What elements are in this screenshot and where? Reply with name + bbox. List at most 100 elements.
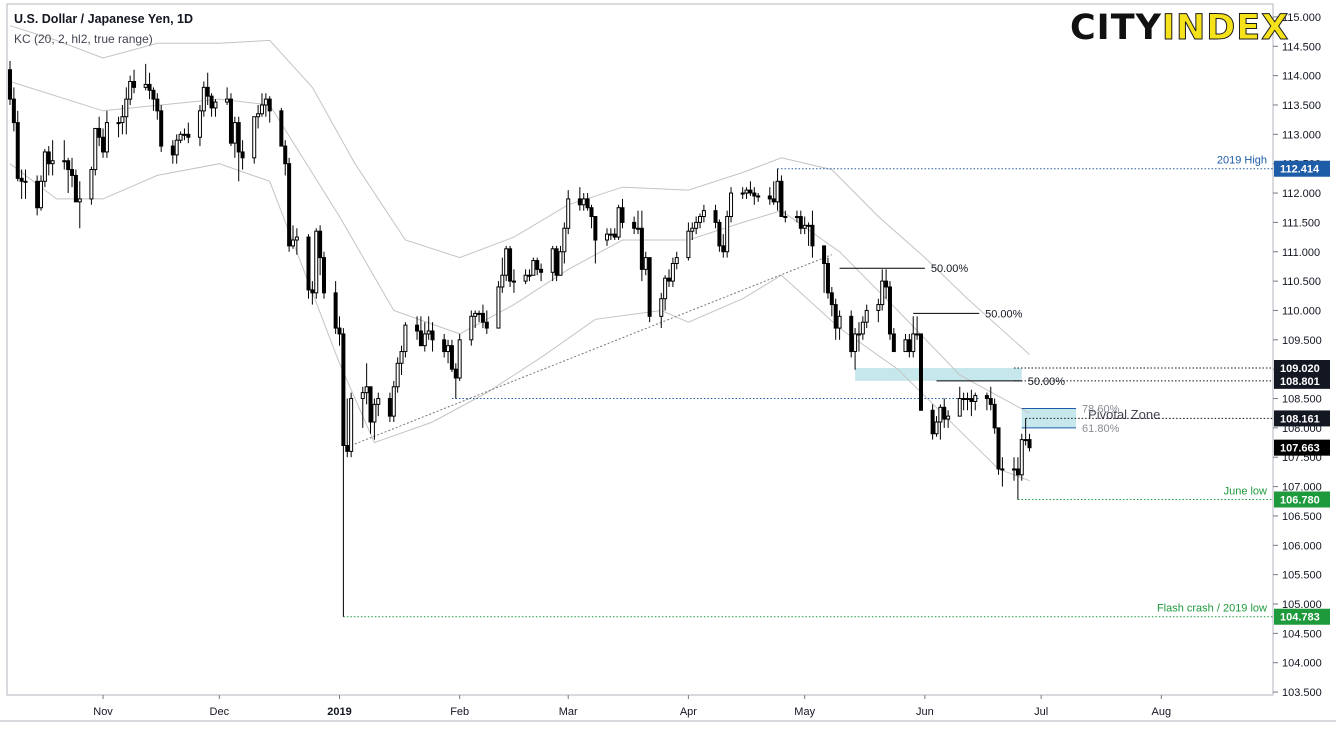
candle-body — [767, 195, 772, 200]
candle — [66, 157, 71, 194]
candle-body — [647, 257, 652, 317]
candle-body — [849, 315, 854, 353]
candle-body — [170, 145, 175, 156]
candle-body — [608, 233, 613, 236]
candle-body — [469, 315, 474, 341]
candle — [934, 416, 939, 437]
candle-body — [1012, 468, 1017, 471]
candle — [415, 316, 420, 340]
candle — [771, 181, 776, 205]
candle — [290, 225, 295, 249]
candle — [469, 310, 474, 346]
candle-body — [667, 277, 672, 282]
candle-body — [973, 395, 978, 402]
candle-body — [174, 139, 179, 156]
candle — [376, 392, 381, 417]
candle-body — [740, 192, 745, 195]
candle — [942, 398, 947, 428]
y-tick-label: 113.000 — [1282, 129, 1321, 141]
candle-body — [965, 398, 970, 401]
candle — [1015, 457, 1020, 500]
candle-body — [279, 110, 284, 147]
candle — [767, 187, 772, 205]
candle — [531, 257, 536, 276]
candle-body — [663, 277, 668, 300]
candle — [228, 93, 233, 147]
candle — [70, 157, 75, 188]
candle — [992, 398, 997, 434]
candle — [159, 104, 164, 152]
candle-body — [104, 122, 109, 153]
price-badge-box — [1274, 410, 1330, 427]
candle-body — [39, 180, 44, 209]
candle-body — [42, 151, 47, 182]
candle-body — [442, 339, 447, 353]
candle-body — [636, 227, 640, 230]
candle-body — [77, 198, 82, 203]
price-badge-box — [1274, 160, 1330, 177]
candle — [283, 140, 288, 176]
city-index-logo: CITYINDEX — [1070, 8, 1289, 49]
candle-body — [562, 227, 567, 253]
candle — [232, 116, 237, 158]
candle-body — [449, 345, 454, 370]
candle — [403, 322, 408, 358]
candle — [1000, 457, 1005, 487]
candle-body — [511, 280, 516, 283]
candle-body — [19, 177, 24, 182]
candle-body — [50, 160, 55, 165]
candle-body — [399, 351, 404, 364]
candle-body — [984, 395, 989, 400]
price-badge: 109.020 — [1274, 359, 1330, 376]
candle — [783, 210, 788, 223]
candle-body — [391, 386, 396, 417]
candle-body — [659, 298, 664, 317]
candle — [604, 228, 609, 246]
candle — [585, 193, 590, 211]
candle-body — [15, 122, 20, 179]
candle-body — [256, 113, 261, 118]
candle — [620, 198, 625, 229]
candle-body — [581, 198, 586, 206]
y-tick-label: 107.000 — [1282, 482, 1322, 494]
candle — [496, 281, 501, 329]
candle — [988, 386, 993, 411]
candle-body — [426, 330, 431, 335]
candle — [97, 116, 102, 147]
candle — [973, 392, 978, 411]
candle — [442, 333, 447, 358]
candle — [554, 245, 559, 282]
candle — [659, 292, 664, 329]
fib-zone — [855, 367, 1022, 381]
candle — [915, 316, 920, 340]
fib-level-label: 50.00% — [985, 308, 1023, 320]
candle-body — [480, 312, 485, 323]
candle-body — [616, 207, 621, 238]
y-tick-label: 104.500 — [1282, 628, 1322, 640]
candle-body — [186, 133, 191, 138]
keltner-mid-band — [9, 81, 1030, 414]
candle-body — [155, 98, 160, 112]
candle-body — [752, 192, 757, 197]
price-badge-text: 104.783 — [1280, 612, 1320, 624]
candle — [186, 122, 191, 144]
price-badge-text: 112.414 — [1280, 164, 1320, 176]
candle — [294, 228, 299, 255]
candle — [639, 210, 644, 282]
candle — [752, 187, 757, 205]
candle — [364, 363, 369, 405]
y-tick-label: 106.000 — [1282, 540, 1322, 552]
candle — [876, 298, 881, 323]
candle-body — [822, 245, 827, 264]
y-tick-label: 112.000 — [1282, 188, 1321, 200]
candle-body — [806, 224, 811, 227]
candle — [969, 389, 974, 417]
candle — [23, 169, 28, 199]
candle — [132, 69, 137, 94]
candle-body — [178, 133, 183, 141]
candle-body — [11, 98, 16, 124]
candle — [174, 134, 179, 164]
candle-body — [97, 127, 102, 138]
candle — [864, 304, 869, 329]
